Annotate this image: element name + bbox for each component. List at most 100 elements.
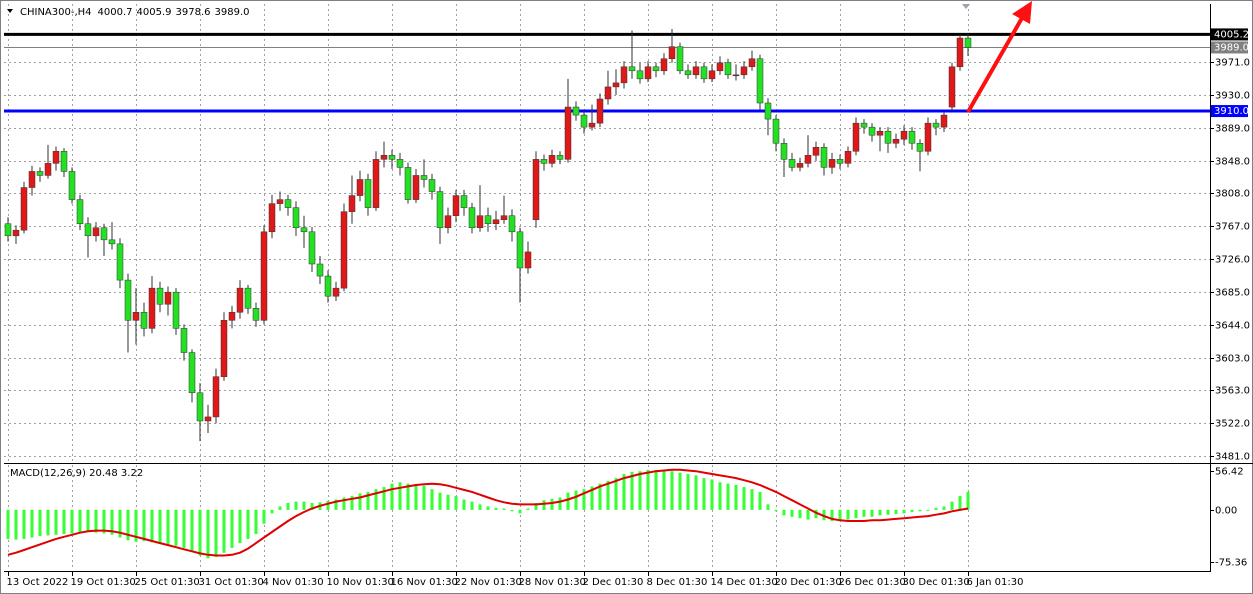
- candle-body: [900, 130, 908, 140]
- candle-body: [348, 195, 356, 212]
- macd-bar: [230, 509, 234, 548]
- menu-icon[interactable]: [7, 9, 13, 13]
- macd-bar: [190, 509, 194, 552]
- candle-body: [716, 62, 724, 72]
- macd-bar: [406, 483, 410, 510]
- candle-body: [580, 114, 588, 128]
- candle-body: [180, 328, 188, 353]
- macd-bar: [574, 490, 578, 510]
- candle-body: [12, 229, 20, 237]
- macd-bar: [302, 501, 306, 510]
- macd-bar: [382, 487, 386, 510]
- macd-bar: [430, 489, 434, 510]
- candle-body: [604, 86, 612, 100]
- macd-bar: [918, 509, 922, 512]
- candle-body: [644, 66, 652, 80]
- candle-body: [444, 215, 452, 229]
- macd-bar: [630, 471, 634, 510]
- macd-bar: [54, 509, 58, 535]
- macd-bar: [726, 483, 730, 510]
- macd-bar: [782, 509, 786, 516]
- price-level-label: 3910.0: [1214, 106, 1249, 117]
- candle-body: [908, 130, 916, 144]
- candle-body: [380, 155, 388, 160]
- macd-bar: [486, 506, 490, 510]
- price-level-box: [1211, 41, 1248, 54]
- y-tick-label: 3603.0: [1215, 354, 1250, 365]
- candle-body: [732, 74, 740, 77]
- macd-bar: [758, 491, 762, 510]
- candle-body: [676, 46, 684, 72]
- candle-body: [268, 203, 276, 233]
- candle-body: [388, 155, 396, 160]
- candle-body: [948, 66, 956, 108]
- indicator-title: MACD(12,26,9) 20.48 3.22: [10, 468, 143, 479]
- x-tick-label: 4 Nov 01:30: [263, 577, 324, 588]
- macd-bar: [398, 482, 402, 510]
- trend-arrow-head: [1012, 1, 1032, 24]
- macd-bar: [798, 509, 802, 519]
- candle-body: [156, 287, 164, 305]
- macd-bar: [590, 486, 594, 510]
- candle-body: [300, 227, 308, 233]
- candle-body: [700, 66, 708, 80]
- period-marker: [962, 4, 970, 9]
- candle-body: [356, 179, 364, 196]
- candle-body: [812, 147, 820, 156]
- macd-bar: [310, 502, 314, 510]
- candle-body: [668, 46, 676, 59]
- macd-bar: [246, 509, 250, 539]
- macd-bar: [182, 509, 186, 548]
- macd-bar: [534, 502, 538, 510]
- macd-bar: [542, 500, 546, 510]
- candle-body: [396, 159, 404, 168]
- candle-body: [340, 211, 348, 289]
- macd-bar: [38, 509, 42, 537]
- candle-body: [276, 199, 284, 204]
- macd-bar: [678, 472, 682, 510]
- candle-body: [132, 312, 140, 321]
- candle-body: [548, 155, 556, 164]
- candle-body: [620, 66, 628, 84]
- macd-bar: [294, 501, 298, 510]
- macd-bar: [550, 498, 554, 510]
- candle-body: [204, 416, 212, 422]
- macd-bar: [438, 492, 442, 510]
- candle-body: [244, 287, 252, 309]
- macd-bar: [886, 509, 890, 515]
- macd-bar: [358, 493, 362, 510]
- macd-bar: [854, 509, 858, 519]
- candle-body: [860, 122, 868, 128]
- candle-body: [756, 58, 764, 104]
- x-tick-label: 31 Oct 01:30: [199, 577, 264, 588]
- macd-bar: [814, 509, 818, 519]
- x-tick-label: 8 Dec 01:30: [647, 577, 708, 588]
- macd-bar: [926, 509, 930, 511]
- low: 3978.6: [176, 7, 211, 18]
- high: 4005.9: [137, 7, 172, 18]
- macd-bar: [446, 494, 450, 510]
- candle-body: [820, 147, 828, 168]
- candle-body: [836, 159, 844, 164]
- y-tick-label: 3726.0: [1215, 255, 1250, 266]
- y-tick-label: 3644.0: [1215, 321, 1250, 332]
- macd-bar: [6, 509, 10, 539]
- candle-body: [212, 376, 220, 418]
- candle-body: [764, 102, 772, 120]
- macd-bar: [86, 509, 90, 533]
- macd-bar: [158, 509, 162, 544]
- macd-bar: [222, 509, 226, 553]
- macd-bar: [478, 504, 482, 510]
- candle-body: [940, 114, 948, 128]
- close: 3989.0: [215, 7, 250, 18]
- macd-bar: [910, 509, 914, 512]
- candle-body: [284, 199, 292, 208]
- candle-body: [524, 251, 532, 269]
- candle-body: [708, 70, 716, 80]
- macd-bar: [638, 471, 642, 510]
- macd-bar: [566, 492, 570, 510]
- macd-bar: [830, 509, 834, 521]
- candle-body: [876, 130, 884, 136]
- macd-bar: [126, 509, 130, 541]
- candle-body: [324, 275, 332, 297]
